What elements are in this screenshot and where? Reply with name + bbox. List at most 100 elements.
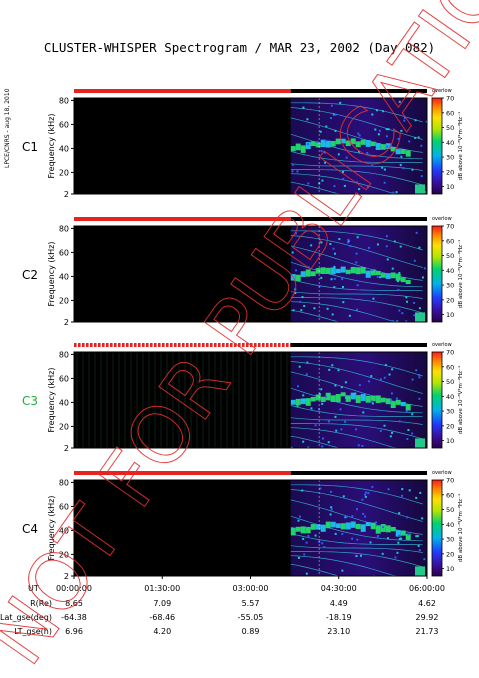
emission-speck (302, 398, 305, 401)
emission-speck (406, 516, 409, 519)
emission-speck (302, 106, 305, 109)
status-bar-on-dash (162, 343, 165, 347)
emission-speck (401, 312, 404, 315)
emission-cell (325, 267, 331, 274)
emission-speck (398, 272, 401, 275)
status-bar-on-dash (174, 343, 177, 347)
status-bar-on-dash (234, 343, 237, 347)
emission-cell (365, 140, 371, 147)
status-bar-on-dash (110, 343, 113, 347)
emission-cell (395, 149, 401, 155)
emission-speck (401, 488, 404, 491)
emission-speck (303, 305, 306, 308)
emission-cell (400, 149, 406, 154)
emission-speck (333, 265, 336, 268)
colorbar-tick-label: 70 (446, 223, 454, 231)
emission-speck (356, 284, 359, 287)
emission-speck (342, 177, 345, 180)
colorbar-label: dB above 10⁻⁸V²m⁻²Hz⁻¹ (457, 240, 464, 308)
spacecraft-label: C3 (22, 394, 38, 408)
emission-speck (371, 113, 374, 116)
colorbar-tick-label: 10 (446, 437, 454, 445)
y-tick-label: 40 (59, 144, 69, 153)
emission-speck (303, 553, 306, 556)
status-bar-on-dash (202, 343, 205, 347)
emission-cell (355, 395, 361, 403)
emission-speck (418, 307, 421, 310)
emission-speck (385, 128, 388, 131)
emission-speck (421, 517, 424, 520)
spacecraft-label: C4 (22, 522, 38, 536)
harmonic-line (290, 163, 423, 171)
y-tick-label: 40 (59, 272, 69, 281)
emission-speck (398, 537, 401, 540)
ephemeris-value: 4.20 (153, 627, 171, 636)
emission-speck (342, 285, 345, 288)
emission-speck (413, 259, 416, 262)
status-bar-off (290, 217, 427, 221)
emission-speck (307, 182, 310, 185)
y-tick-label: 80 (59, 224, 69, 233)
emission-cell (405, 533, 411, 540)
harmonic-line (290, 181, 423, 194)
colorbar-tick-label: 60 (446, 363, 454, 371)
emission-cell (375, 525, 381, 534)
emission-speck (319, 487, 322, 490)
emission-speck (367, 492, 370, 495)
emission-speck (375, 109, 378, 112)
emission-cell (390, 146, 396, 152)
emission-speck (294, 292, 297, 295)
harmonic-line (290, 417, 423, 425)
status-bar-on-dash (238, 343, 241, 347)
status-bar-on-dash (266, 343, 269, 347)
emission-speck (414, 119, 417, 122)
emission-speck (415, 496, 418, 499)
panel-c2: 80 60 40 20 2 Frequency (kHz) C2 70 60 50 40 30 20 10… (22, 216, 464, 327)
emission-speck (399, 164, 402, 167)
emission-speck (333, 252, 336, 255)
harmonic-line (290, 405, 423, 418)
harmonic-line (290, 279, 423, 292)
emission-speck (302, 440, 305, 443)
emission-speck (351, 537, 354, 540)
emission-cell (355, 141, 361, 148)
status-bar-on-dash (146, 343, 149, 347)
emission-cell (380, 273, 386, 278)
emission-speck (369, 541, 372, 544)
emission-speck (341, 532, 344, 535)
y-axis-label: Frequency (kHz) (47, 114, 56, 179)
y-tick-label: 20 (59, 422, 69, 431)
emission-speck (296, 405, 299, 408)
emission-speck (332, 247, 335, 250)
emission-speck (318, 393, 321, 396)
emission-speck (415, 369, 418, 372)
emission-speck (341, 569, 344, 572)
low-freq-band (415, 566, 425, 576)
harmonic-line (290, 301, 423, 322)
emission-speck (341, 278, 344, 281)
colorbar-corner-label: overlow (432, 88, 452, 94)
colorbar-tick-label: 60 (446, 109, 454, 117)
status-bar-on-dash (262, 343, 265, 347)
emission-speck (418, 376, 421, 379)
emission-speck (397, 137, 400, 140)
ephemeris-value: 29.92 (416, 613, 439, 622)
y-tick-label: 20 (59, 550, 69, 559)
emission-speck (323, 151, 326, 154)
status-bar-on-dash (246, 343, 249, 347)
emission-speck (345, 515, 348, 518)
emission-speck (325, 125, 328, 128)
emission-cell (390, 526, 396, 532)
emission-speck (300, 309, 303, 312)
emission-speck (423, 558, 426, 561)
emission-speck (335, 429, 338, 432)
emission-speck (413, 314, 416, 317)
emission-speck (385, 235, 388, 238)
ephemeris-value: -64.38 (61, 613, 87, 622)
emission-speck (371, 524, 374, 527)
emission-speck (355, 428, 358, 431)
emission-speck (386, 258, 389, 261)
emission-speck (389, 435, 392, 438)
status-bar-on-dash (90, 343, 93, 347)
